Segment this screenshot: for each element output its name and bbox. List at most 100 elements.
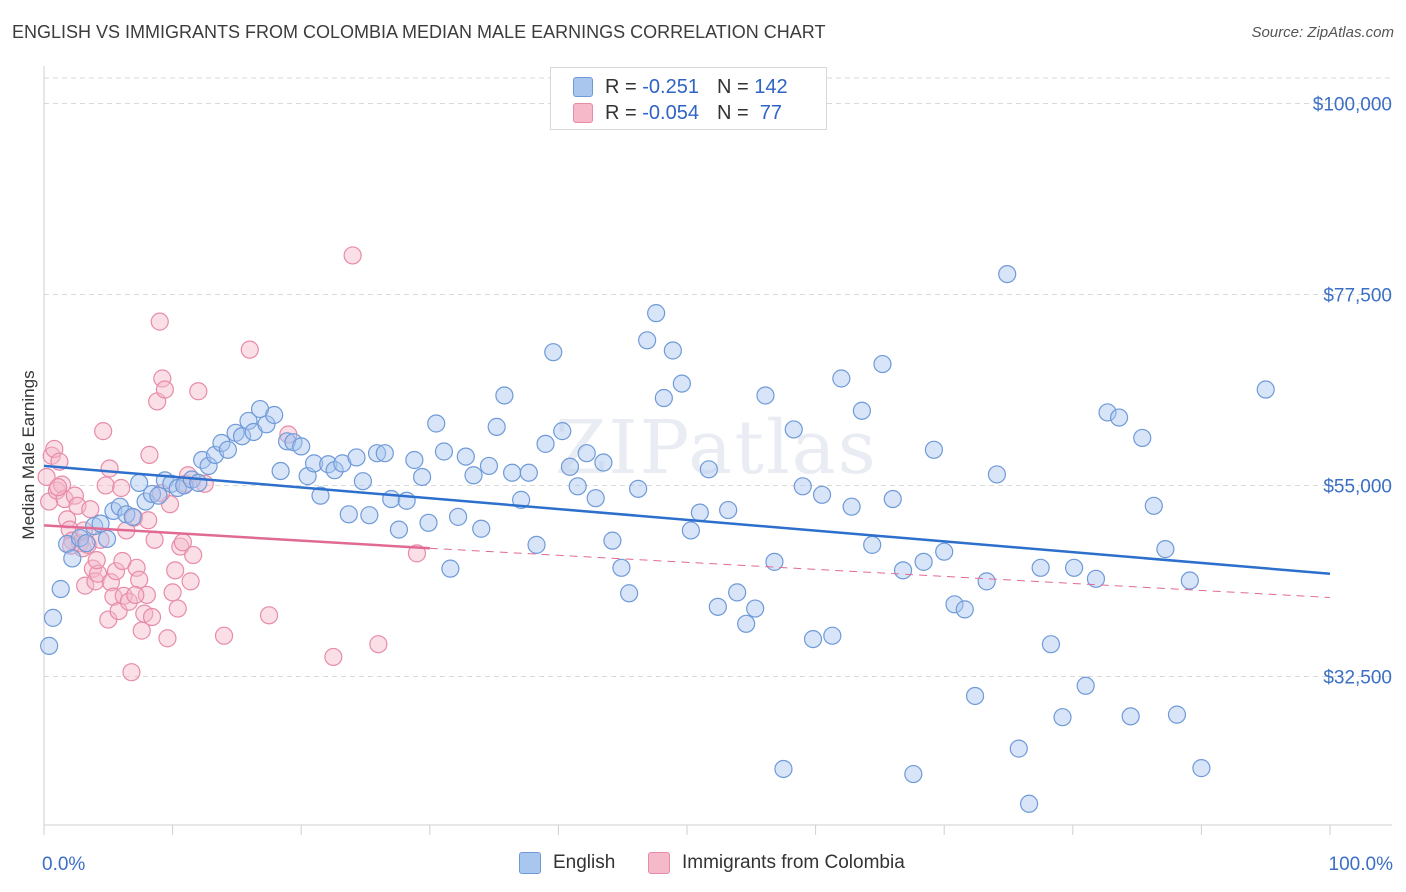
legend-row-colombia: R = -0.054 N = 77 — [573, 100, 782, 126]
y-axis-label: Median Male Earnings — [19, 370, 38, 539]
data-point-english — [464, 466, 483, 485]
data-point-colombia — [101, 573, 120, 592]
data-point-english — [945, 595, 964, 614]
data-point-english — [647, 304, 666, 323]
data-point-colombia — [158, 629, 177, 648]
data-point-english — [812, 485, 832, 504]
data-point-english — [1009, 739, 1028, 758]
data-point-english — [873, 354, 892, 374]
legend-swatch-english — [519, 852, 541, 874]
data-point-english — [212, 433, 231, 453]
data-point-colombia — [139, 511, 158, 530]
data-point-english — [746, 599, 765, 618]
data-point-colombia — [106, 562, 126, 581]
data-point-colombia — [94, 422, 113, 441]
data-point-english — [553, 422, 572, 441]
data-point-english — [737, 614, 756, 633]
data-point-english — [503, 463, 522, 482]
data-point-english — [955, 600, 974, 619]
data-point-colombia — [119, 592, 138, 611]
data-point-english — [353, 472, 373, 491]
data-point-colombia — [184, 545, 203, 565]
data-point-english — [914, 552, 933, 571]
legend-n-value: 77 — [754, 101, 783, 124]
trend-line-colombia-extrapolated — [429, 547, 1331, 599]
trend-line-english — [43, 464, 1331, 575]
stats-legend: R = -0.251 N = 142 R = -0.054 N = 77 — [550, 67, 827, 130]
data-point-english — [292, 437, 311, 456]
data-point-english — [1053, 708, 1072, 727]
data-point-english — [304, 454, 324, 473]
data-point-colombia — [140, 445, 159, 464]
data-point-english — [218, 440, 237, 459]
data-point-english — [479, 456, 499, 476]
data-point-english — [765, 552, 784, 571]
data-point-english — [347, 448, 366, 467]
data-point-english — [1041, 635, 1061, 654]
trend-line-colombia — [43, 524, 430, 550]
legend-item-english[interactable]: English — [519, 852, 615, 874]
data-point-english — [784, 420, 803, 439]
data-point-english — [935, 542, 954, 561]
data-point-colombia — [142, 607, 162, 627]
data-point-colombia — [407, 544, 427, 563]
data-point-english — [544, 343, 563, 362]
legend-r-label: R = — [605, 75, 643, 98]
data-point-english — [519, 463, 538, 482]
data-point-colombia — [163, 583, 182, 602]
series-colombia-points — [37, 246, 427, 682]
data-point-english — [577, 444, 596, 463]
data-point-colombia — [81, 500, 100, 519]
data-point-english — [560, 457, 580, 476]
x-tick-label: 0.0% — [42, 854, 85, 875]
data-point-english — [708, 597, 727, 616]
data-point-english — [77, 534, 96, 553]
data-point-english — [1109, 408, 1129, 427]
data-point-english — [1076, 676, 1095, 695]
y-tick-label: $55,000 — [1323, 476, 1392, 497]
data-point-english — [142, 484, 162, 504]
data-point-colombia — [324, 647, 343, 667]
chart-title: ENGLISH VS IMMIGRANTS FROM COLOMBIA MEDI… — [12, 22, 826, 42]
legend-swatch-colombia — [648, 852, 670, 874]
axes — [43, 66, 1392, 835]
data-point-colombia — [150, 312, 169, 331]
watermark: ZIPatlas — [555, 405, 878, 491]
data-point-colombia — [76, 576, 95, 595]
data-point-english — [189, 473, 208, 493]
data-point-english — [367, 444, 387, 463]
data-point-colombia — [181, 572, 200, 591]
data-point-english — [40, 636, 59, 655]
data-point-english — [924, 440, 944, 459]
data-point-english — [527, 535, 546, 554]
data-point-english — [472, 519, 491, 538]
data-point-english — [512, 490, 531, 509]
data-point-english — [199, 456, 218, 476]
data-point-english — [271, 461, 290, 481]
data-point-english — [51, 579, 70, 599]
data-point-english — [1064, 558, 1084, 577]
y-tick-label: $32,500 — [1323, 667, 1392, 688]
axis-labels: $32,500 $55,000 $77,500 $100,000 0.0% 100.0% M… — [19, 94, 1393, 875]
data-point-english — [863, 535, 882, 554]
data-point-english — [620, 584, 639, 603]
data-point-english — [774, 759, 793, 779]
data-point-colombia — [145, 530, 164, 549]
legend-n-label: N = — [716, 101, 755, 124]
data-point-colombia — [122, 663, 141, 682]
data-point-colombia — [126, 585, 145, 605]
series-legend: English Immigrants from Colombia — [0, 852, 1406, 878]
legend-n-value: 142 — [754, 75, 788, 98]
data-point-english — [803, 629, 823, 649]
data-point-colombia — [88, 564, 108, 583]
data-point-english — [842, 497, 861, 516]
data-point-english — [1133, 428, 1152, 448]
data-point-english — [110, 497, 129, 516]
data-point-english — [265, 405, 284, 425]
data-point-english — [382, 489, 401, 509]
data-point-english — [638, 331, 657, 350]
data-point-english — [793, 477, 812, 496]
data-point-english — [495, 386, 514, 405]
data-point-english — [629, 479, 648, 498]
legend-item-colombia[interactable]: Immigrants from Colombia — [648, 852, 905, 874]
